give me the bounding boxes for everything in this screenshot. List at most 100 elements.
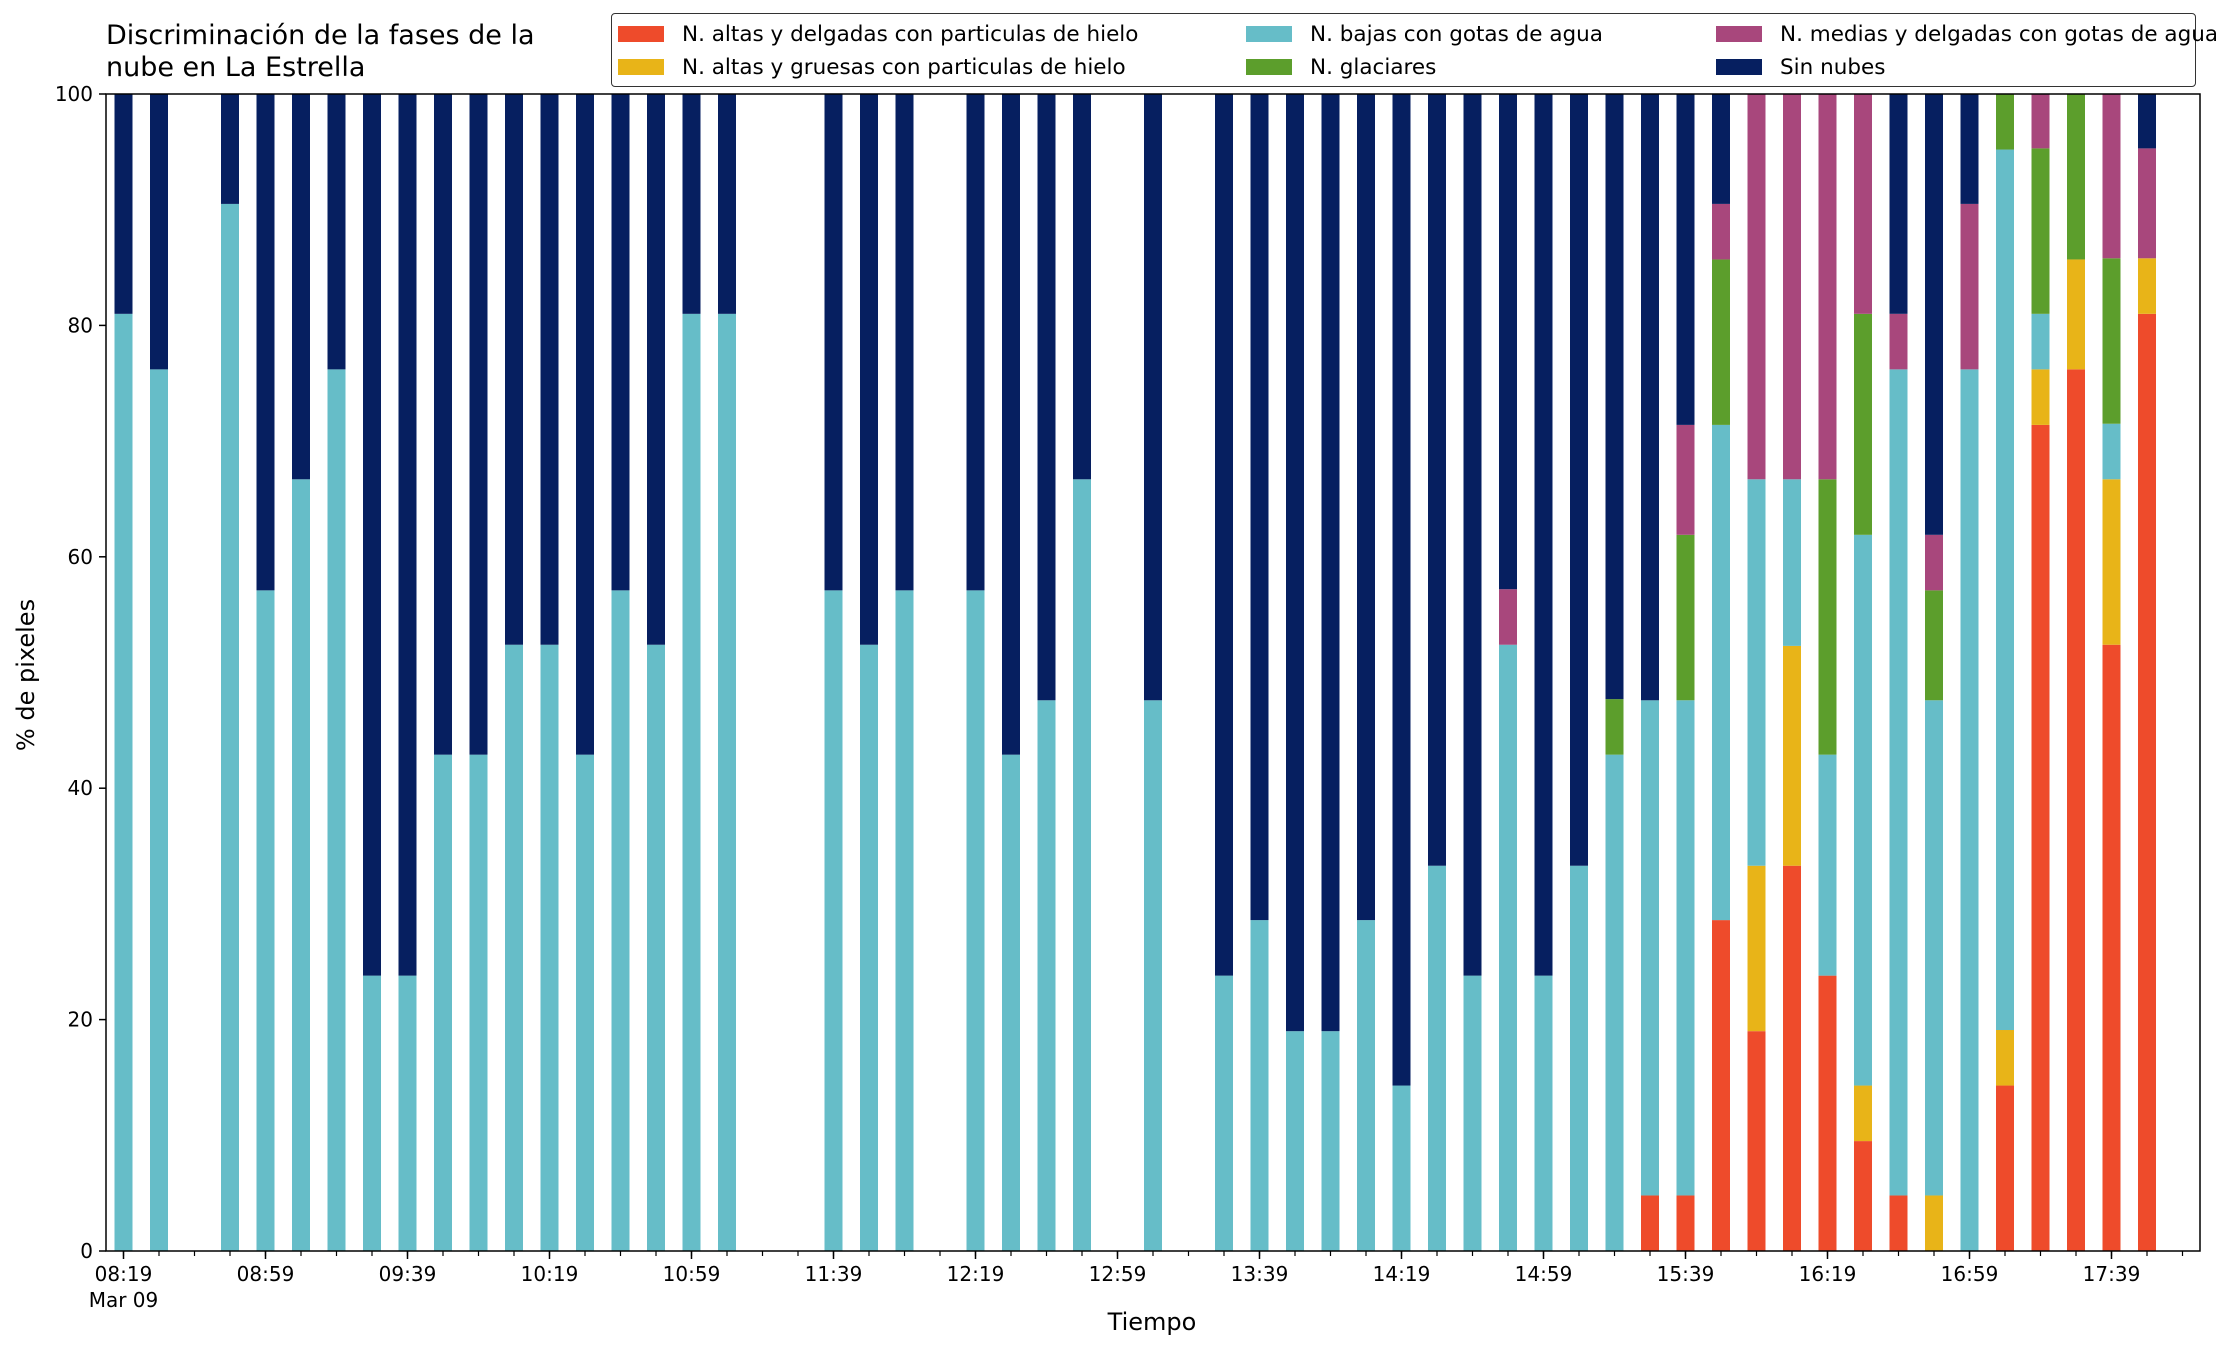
bar-segment xyxy=(647,94,665,645)
bar-segment xyxy=(860,94,878,645)
bar-segment xyxy=(1499,94,1517,590)
legend-item: N. medias y delgadas con gotas de agua xyxy=(1716,19,2216,49)
bar-segment xyxy=(895,590,914,1251)
bar-segment xyxy=(1712,424,1730,921)
bar-segment xyxy=(682,313,701,1252)
bar-segment xyxy=(1996,149,2014,1031)
bar-segment xyxy=(1712,920,1730,1251)
bar-segment xyxy=(1321,1031,1340,1251)
x-tick-label: 09:39 xyxy=(379,1262,437,1286)
legend-item: N. altas y delgadas con particulas de hi… xyxy=(618,19,1138,49)
bar-segment xyxy=(1818,975,1837,1251)
bar-segment xyxy=(718,313,736,1252)
bar-segment xyxy=(114,94,133,314)
bar-segment xyxy=(150,94,168,370)
bar-segment xyxy=(2067,94,2085,260)
bar-segment xyxy=(895,94,914,591)
bar-segment xyxy=(1676,424,1695,535)
bar-segment xyxy=(1783,94,1801,480)
bar-segment xyxy=(1392,1085,1411,1251)
bar-segment xyxy=(2067,259,2085,370)
bar-segment xyxy=(1534,975,1553,1251)
bar-segment xyxy=(1747,479,1766,866)
bar-segment xyxy=(1641,1195,1659,1251)
bar-segment xyxy=(1357,94,1375,921)
bar-segment xyxy=(1499,589,1517,645)
bar-segment xyxy=(1676,1195,1695,1251)
bar-segment xyxy=(718,94,736,314)
bar-segment xyxy=(2031,148,2050,314)
bar-segment xyxy=(2102,479,2121,645)
legend-label: N. bajas con gotas de agua xyxy=(1310,21,1603,47)
legend-swatch xyxy=(1246,59,1292,75)
y-tick-label: 0 xyxy=(80,1239,93,1263)
bar-segment xyxy=(1037,700,1056,1251)
chart-title-line-2: nube en La Estrella xyxy=(106,52,366,83)
y-tick-label: 40 xyxy=(68,776,93,800)
bar-segment xyxy=(1605,94,1624,700)
bar-segment xyxy=(1002,754,1020,1251)
bar-segment xyxy=(292,479,310,1251)
bar-segment xyxy=(2138,313,2156,1252)
x-tick-label: 13:39 xyxy=(1231,1262,1289,1286)
legend-label: N. medias y delgadas con gotas de agua xyxy=(1780,21,2216,47)
bar-segment xyxy=(1747,1031,1766,1251)
chart-title-line-1: Discriminación de la fases de la xyxy=(106,20,535,51)
bar-segment xyxy=(1996,94,2014,150)
x-tick-label: 08:59 xyxy=(237,1262,295,1286)
x-axis-label: Tiempo xyxy=(1107,1308,1197,1336)
legend-item: N. glaciares xyxy=(1246,52,1436,82)
bar-segment xyxy=(469,754,488,1251)
bar-segment xyxy=(1889,94,1908,314)
legend-swatch xyxy=(1246,26,1292,42)
bar-segment xyxy=(1463,94,1482,976)
bar-segment xyxy=(966,94,985,591)
bar-segment xyxy=(2102,258,2121,424)
bar-segment xyxy=(1854,1085,1872,1142)
bar-segment xyxy=(434,94,452,755)
y-tick-label: 100 xyxy=(55,82,93,106)
bar-segment xyxy=(1854,1141,1872,1251)
bar-segment xyxy=(1286,1031,1304,1251)
bar-segment xyxy=(1499,644,1517,1251)
x-tick-label: 14:59 xyxy=(1515,1262,1573,1286)
bar-segment xyxy=(1428,94,1446,866)
bar-segment xyxy=(1889,313,1908,370)
bar-segment xyxy=(611,94,630,591)
legend-label: N. glaciares xyxy=(1310,54,1437,80)
bar-segment xyxy=(1783,645,1801,866)
bar-segment xyxy=(1002,94,1020,755)
x-tick-label: 10:19 xyxy=(521,1262,579,1286)
bar-segment xyxy=(1250,920,1269,1251)
bar-segment xyxy=(1996,1085,2014,1251)
bar-segment xyxy=(1854,313,1872,535)
bar-segment xyxy=(505,644,523,1251)
bar-segment xyxy=(2031,313,2050,370)
bar-segment xyxy=(1783,479,1801,646)
bar-segment xyxy=(2102,423,2121,480)
bar-segment xyxy=(327,94,346,370)
x-tick-label: 14:19 xyxy=(1373,1262,1431,1286)
bar-segment xyxy=(398,975,417,1251)
bar-segment xyxy=(1073,94,1091,480)
bar-segment xyxy=(682,94,701,314)
bar-segment xyxy=(256,590,275,1251)
bar-segment xyxy=(1925,94,1943,535)
legend-swatch xyxy=(618,59,664,75)
bar-segment xyxy=(327,369,346,1251)
bar-segment xyxy=(1073,479,1091,1251)
bar-segment xyxy=(505,94,523,645)
bar-segment xyxy=(1321,94,1340,1032)
bar-segment xyxy=(1605,754,1624,1251)
bar-segment xyxy=(2102,94,2121,259)
bar-segment xyxy=(1392,94,1411,1086)
legend-label: N. altas y delgadas con particulas de hi… xyxy=(682,21,1139,47)
bar-segment xyxy=(1463,975,1482,1251)
bar-segment xyxy=(1676,94,1695,425)
bar-segment xyxy=(647,644,665,1251)
bar-segment xyxy=(221,203,239,1251)
bar-segment xyxy=(1357,920,1375,1251)
legend-item: N. bajas con gotas de agua xyxy=(1246,19,1603,49)
x-tick-label: 16:19 xyxy=(1799,1262,1857,1286)
x-tick-label: 15:39 xyxy=(1657,1262,1715,1286)
